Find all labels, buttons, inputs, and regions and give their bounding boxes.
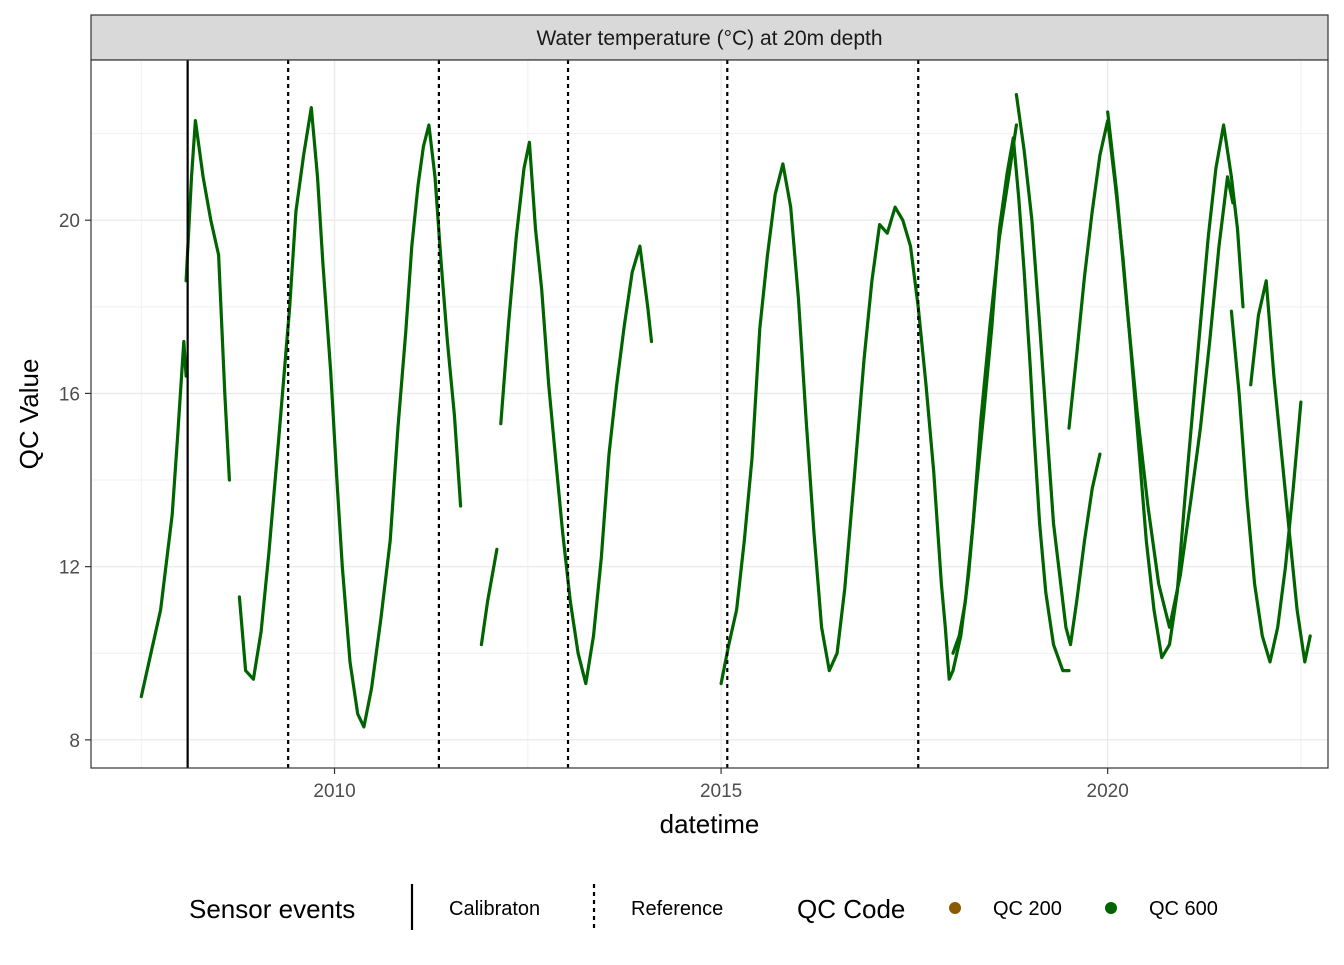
legend-key-qc600-dot — [1105, 902, 1117, 914]
series-line-qc600 — [237, 105, 463, 729]
y-axis-title: QC Value — [14, 359, 44, 470]
y-tick-label: 20 — [59, 211, 80, 232]
y-tick-label: 16 — [59, 384, 80, 405]
plot-panel — [91, 60, 1328, 768]
series-line-qc600 — [719, 136, 1071, 686]
series-line-qc600 — [1067, 118, 1245, 660]
series-line-qc600 — [1229, 309, 1303, 664]
series-line-qc600 — [1249, 279, 1312, 664]
plot-panel-border — [90, 59, 1329, 769]
axis-layer: 8 12 16 20 2010 2015 2020 — [59, 211, 1129, 802]
legend-title-sensor-events: Sensor events — [189, 894, 355, 924]
series-line-qc600 — [499, 140, 654, 686]
facet-strip-title: Water temperature (°C) at 20m depth — [536, 27, 882, 50]
series-line-qc600 — [184, 118, 231, 482]
series-line-qc600 — [1014, 92, 1102, 647]
legend-title-qc-code: QC Code — [797, 894, 905, 924]
series-line-qc600 — [139, 339, 188, 699]
x-tick-label: 2020 — [1087, 781, 1129, 802]
legend-label-calibration: Calibraton — [449, 898, 540, 920]
data-layer — [139, 92, 1312, 729]
y-tick-label: 12 — [59, 558, 80, 579]
legend: Sensor events Calibraton Reference QC Co… — [189, 884, 1218, 930]
legend-label-qc600: QC 600 — [1149, 898, 1218, 920]
legend-key-qc200-dot — [949, 902, 961, 914]
legend-label-reference: Reference — [631, 898, 723, 920]
legend-label-qc200: QC 200 — [993, 898, 1062, 920]
facet-strip — [90, 14, 1329, 61]
y-tick-label: 8 — [69, 731, 80, 752]
x-axis-title: datetime — [660, 809, 760, 839]
series-line-qc600 — [479, 547, 499, 647]
grid-layer — [91, 60, 1328, 768]
x-tick-label: 2010 — [313, 781, 355, 802]
sensor-event-layer — [186, 60, 920, 768]
series-line-qc600 — [1106, 110, 1235, 629]
x-tick-label: 2015 — [700, 781, 742, 802]
series-line-qc600 — [951, 123, 1019, 655]
